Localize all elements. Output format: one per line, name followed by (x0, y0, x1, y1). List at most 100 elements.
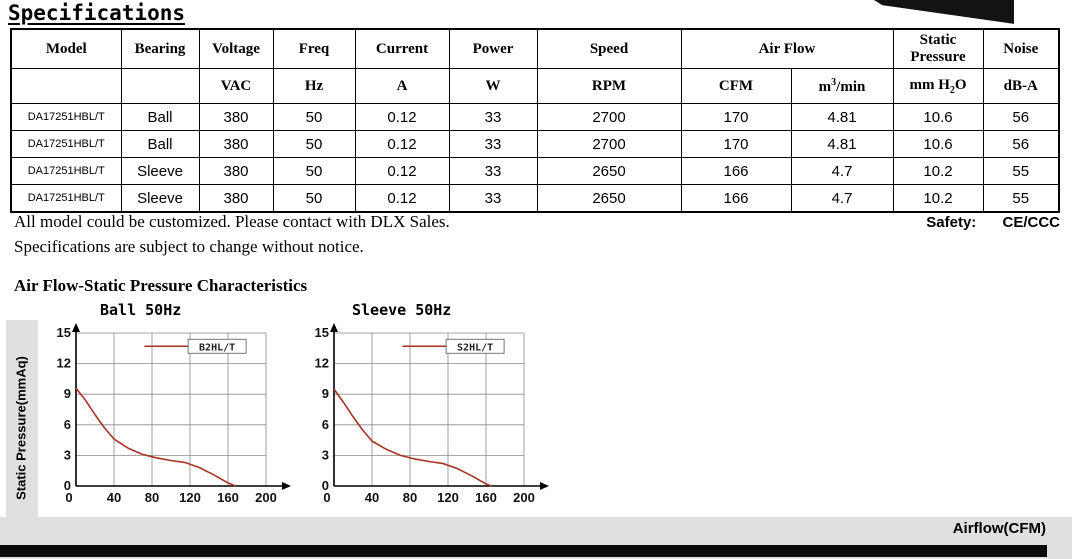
spec-cell: DA17251HBL/T (10, 130, 122, 158)
spec-cell: 10.2 (892, 157, 984, 185)
col-bearing: Bearing (120, 28, 200, 69)
spec-cell: 50 (272, 184, 356, 213)
spec-row: DA17251HBL/T Sleeve 380 50 0.12 33 2650 166 4.7 1… (10, 184, 1060, 213)
spec-cell: 33 (448, 157, 538, 185)
svg-text:S2HL/T: S2HL/T (457, 342, 493, 353)
spec-cell: 380 (198, 130, 274, 158)
svg-text:9: 9 (64, 386, 71, 401)
spec-cell: 56 (982, 103, 1060, 131)
spec-cell: DA17251HBL/T (10, 157, 122, 185)
unit-dba: dB-A (982, 68, 1060, 104)
spec-cell: DA17251HBL/T (10, 103, 122, 131)
svg-text:9: 9 (322, 386, 329, 401)
spec-row: DA17251HBL/T Sleeve 380 50 0.12 33 2650 166 4.7 1… (10, 157, 1060, 185)
spec-cell: 380 (198, 184, 274, 213)
spec-cell: 166 (680, 157, 792, 185)
spec-cell: 2700 (536, 130, 682, 158)
spec-cell: 10.2 (892, 184, 984, 213)
col-model: Model (10, 28, 122, 69)
spec-row: DA17251HBL/T Ball 380 50 0.12 33 2700 170 4.81 10… (10, 130, 1060, 158)
sleeve-chart-title: Sleeve 50Hz (352, 301, 452, 319)
unit-mmh2o: mm H2O (892, 68, 984, 104)
spec-cell: 2700 (536, 103, 682, 131)
col-power: Power (448, 28, 538, 69)
svg-text:80: 80 (403, 490, 417, 505)
unit-cfm: CFM (680, 68, 792, 104)
svg-text:B2HL/T: B2HL/T (199, 342, 235, 353)
svg-text:160: 160 (475, 490, 497, 505)
specifications-table: Model Bearing Voltage Freq Current Power… (10, 28, 1060, 213)
unit-a: A (354, 68, 450, 104)
spec-cell: 33 (448, 184, 538, 213)
unit-w: W (448, 68, 538, 104)
x-axis-label: Airflow(CFM) (952, 520, 1046, 537)
spec-cell: 380 (198, 157, 274, 185)
col-voltage: Voltage (198, 28, 274, 69)
unit-m3min: m3/min (790, 68, 894, 104)
safety-label: Safety: (926, 214, 977, 231)
sleeve-chart: 0 3 6 9 12 15 0 40 80 120 160 200 S2HL/T (315, 323, 549, 505)
spec-cell: Sleeve (120, 157, 200, 185)
unit-vac: VAC (198, 68, 274, 104)
svg-text:200: 200 (255, 490, 277, 505)
spec-cell: 0.12 (354, 184, 450, 213)
spec-cell: 55 (982, 184, 1060, 213)
spec-cell: 33 (448, 103, 538, 131)
y-axis-label: Static Pressure(mmAq) (13, 356, 29, 500)
svg-text:120: 120 (437, 490, 459, 505)
spec-cell: 380 (198, 103, 274, 131)
spec-cell: 0.12 (354, 130, 450, 158)
section-title: Air Flow-Static Pressure Characteristics (14, 276, 308, 295)
col-noise: Noise (982, 28, 1060, 69)
spec-cell: Ball (120, 103, 200, 131)
fan-photo-corner (874, 0, 1014, 24)
safety-value: CE/CCC (1002, 214, 1060, 231)
spec-cell: 0.12 (354, 157, 450, 185)
svg-text:40: 40 (365, 490, 379, 505)
svg-text:3: 3 (322, 447, 329, 462)
svg-text:0: 0 (322, 478, 329, 493)
page-title: Specifications (8, 1, 186, 25)
spec-cell: 56 (982, 130, 1060, 158)
spec-cell: 4.81 (790, 130, 894, 158)
svg-text:0: 0 (65, 490, 72, 505)
col-current: Current (354, 28, 450, 69)
col-airflow: Air Flow (680, 28, 894, 69)
spec-cell: 50 (272, 157, 356, 185)
unit-empty-model (10, 68, 122, 104)
unit-hz: Hz (272, 68, 356, 104)
svg-text:6: 6 (64, 417, 71, 432)
footer-bar (0, 545, 1047, 557)
svg-text:6: 6 (322, 417, 329, 432)
spec-row: DA17251HBL/T Ball 380 50 0.12 33 2700 170 4.81 10… (10, 103, 1060, 131)
note-line-2: Specifications are subject to change wit… (14, 237, 364, 256)
spec-cell: DA17251HBL/T (10, 184, 122, 213)
svg-text:15: 15 (57, 325, 71, 340)
svg-text:160: 160 (217, 490, 239, 505)
col-freq: Freq (272, 28, 356, 69)
col-static-pressure: Static Pressure (892, 28, 984, 69)
spec-cell: 4.7 (790, 157, 894, 185)
svg-text:120: 120 (179, 490, 201, 505)
spec-cell: 0.12 (354, 103, 450, 131)
spec-cell: 170 (680, 130, 792, 158)
col-speed: Speed (536, 28, 682, 69)
svg-text:3: 3 (64, 447, 71, 462)
spec-cell: 50 (272, 103, 356, 131)
unit-rpm: RPM (536, 68, 682, 104)
spec-cell: 50 (272, 130, 356, 158)
specs-table-body: DA17251HBL/T Ball 380 50 0.12 33 2700 170 4.81 10… (10, 103, 1060, 213)
safety-info: Safety: CE/CCC (926, 211, 1060, 235)
svg-text:40: 40 (107, 490, 121, 505)
spec-cell: 4.81 (790, 103, 894, 131)
svg-text:0: 0 (323, 490, 330, 505)
svg-text:12: 12 (315, 356, 329, 371)
header-row-1: Model Bearing Voltage Freq Current Power… (10, 28, 1060, 69)
svg-text:15: 15 (315, 325, 329, 340)
svg-text:12: 12 (57, 356, 71, 371)
spec-cell: 170 (680, 103, 792, 131)
spec-cell: 4.7 (790, 184, 894, 213)
ball-chart-title: Ball 50Hz (100, 301, 182, 319)
spec-cell: 166 (680, 184, 792, 213)
svg-text:0: 0 (64, 478, 71, 493)
